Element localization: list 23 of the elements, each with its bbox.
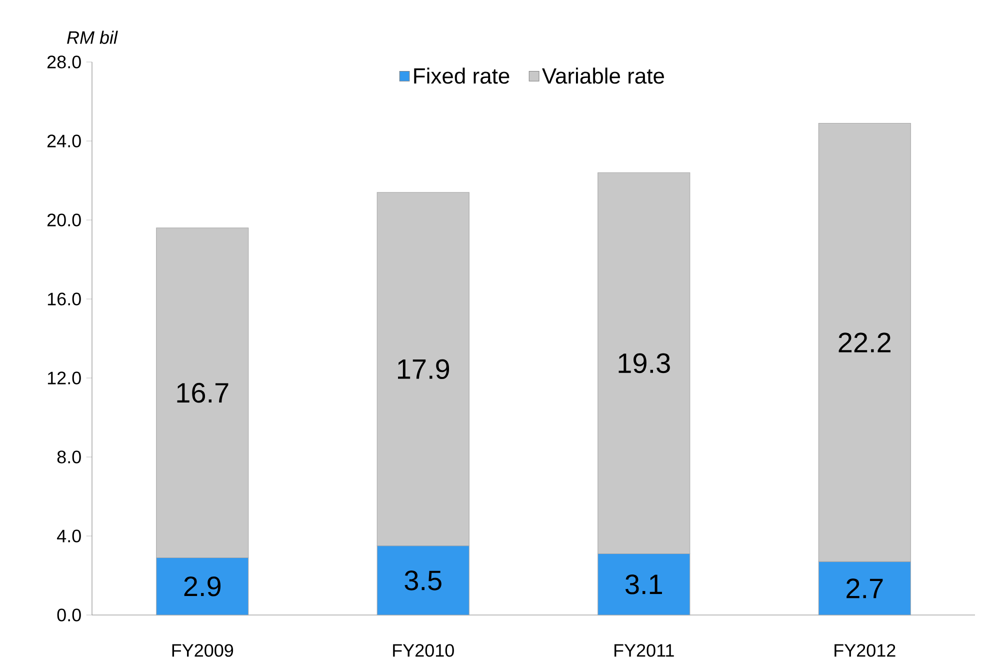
y-tick-label: 16.0 [48, 292, 81, 306]
y-tick-label: 24.0 [47, 134, 81, 148]
data-label: 2.7 [846, 578, 883, 598]
y-tick-label: 4.0 [56, 530, 81, 542]
y-tick-label: 8.0 [57, 450, 81, 464]
legend-label: Fixed rate [414, 68, 510, 84]
data-label: 3.5 [404, 570, 442, 590]
x-tick-label: FY2012 [834, 644, 896, 657]
y-tick-label: 0.0 [57, 608, 81, 622]
y-tick-label: 28.0 [47, 56, 81, 68]
x-tick-label: FY2009 [172, 644, 234, 657]
y-tick-label: 20.0 [47, 214, 81, 226]
legend-label: Variable rate [542, 68, 664, 84]
data-label: 19.3 [618, 353, 670, 374]
y-tick-label: 12.0 [48, 372, 81, 384]
data-label: 17.9 [398, 359, 450, 380]
x-tick-label: FY2011 [614, 644, 674, 657]
x-tick-label: FY2010 [393, 644, 454, 657]
data-label: 3.1 [625, 574, 662, 594]
y-axis-title: RM bil [67, 30, 118, 44]
data-label: 22.2 [838, 332, 890, 352]
data-label: 16.7 [177, 382, 228, 403]
data-label: 2.9 [184, 576, 221, 596]
